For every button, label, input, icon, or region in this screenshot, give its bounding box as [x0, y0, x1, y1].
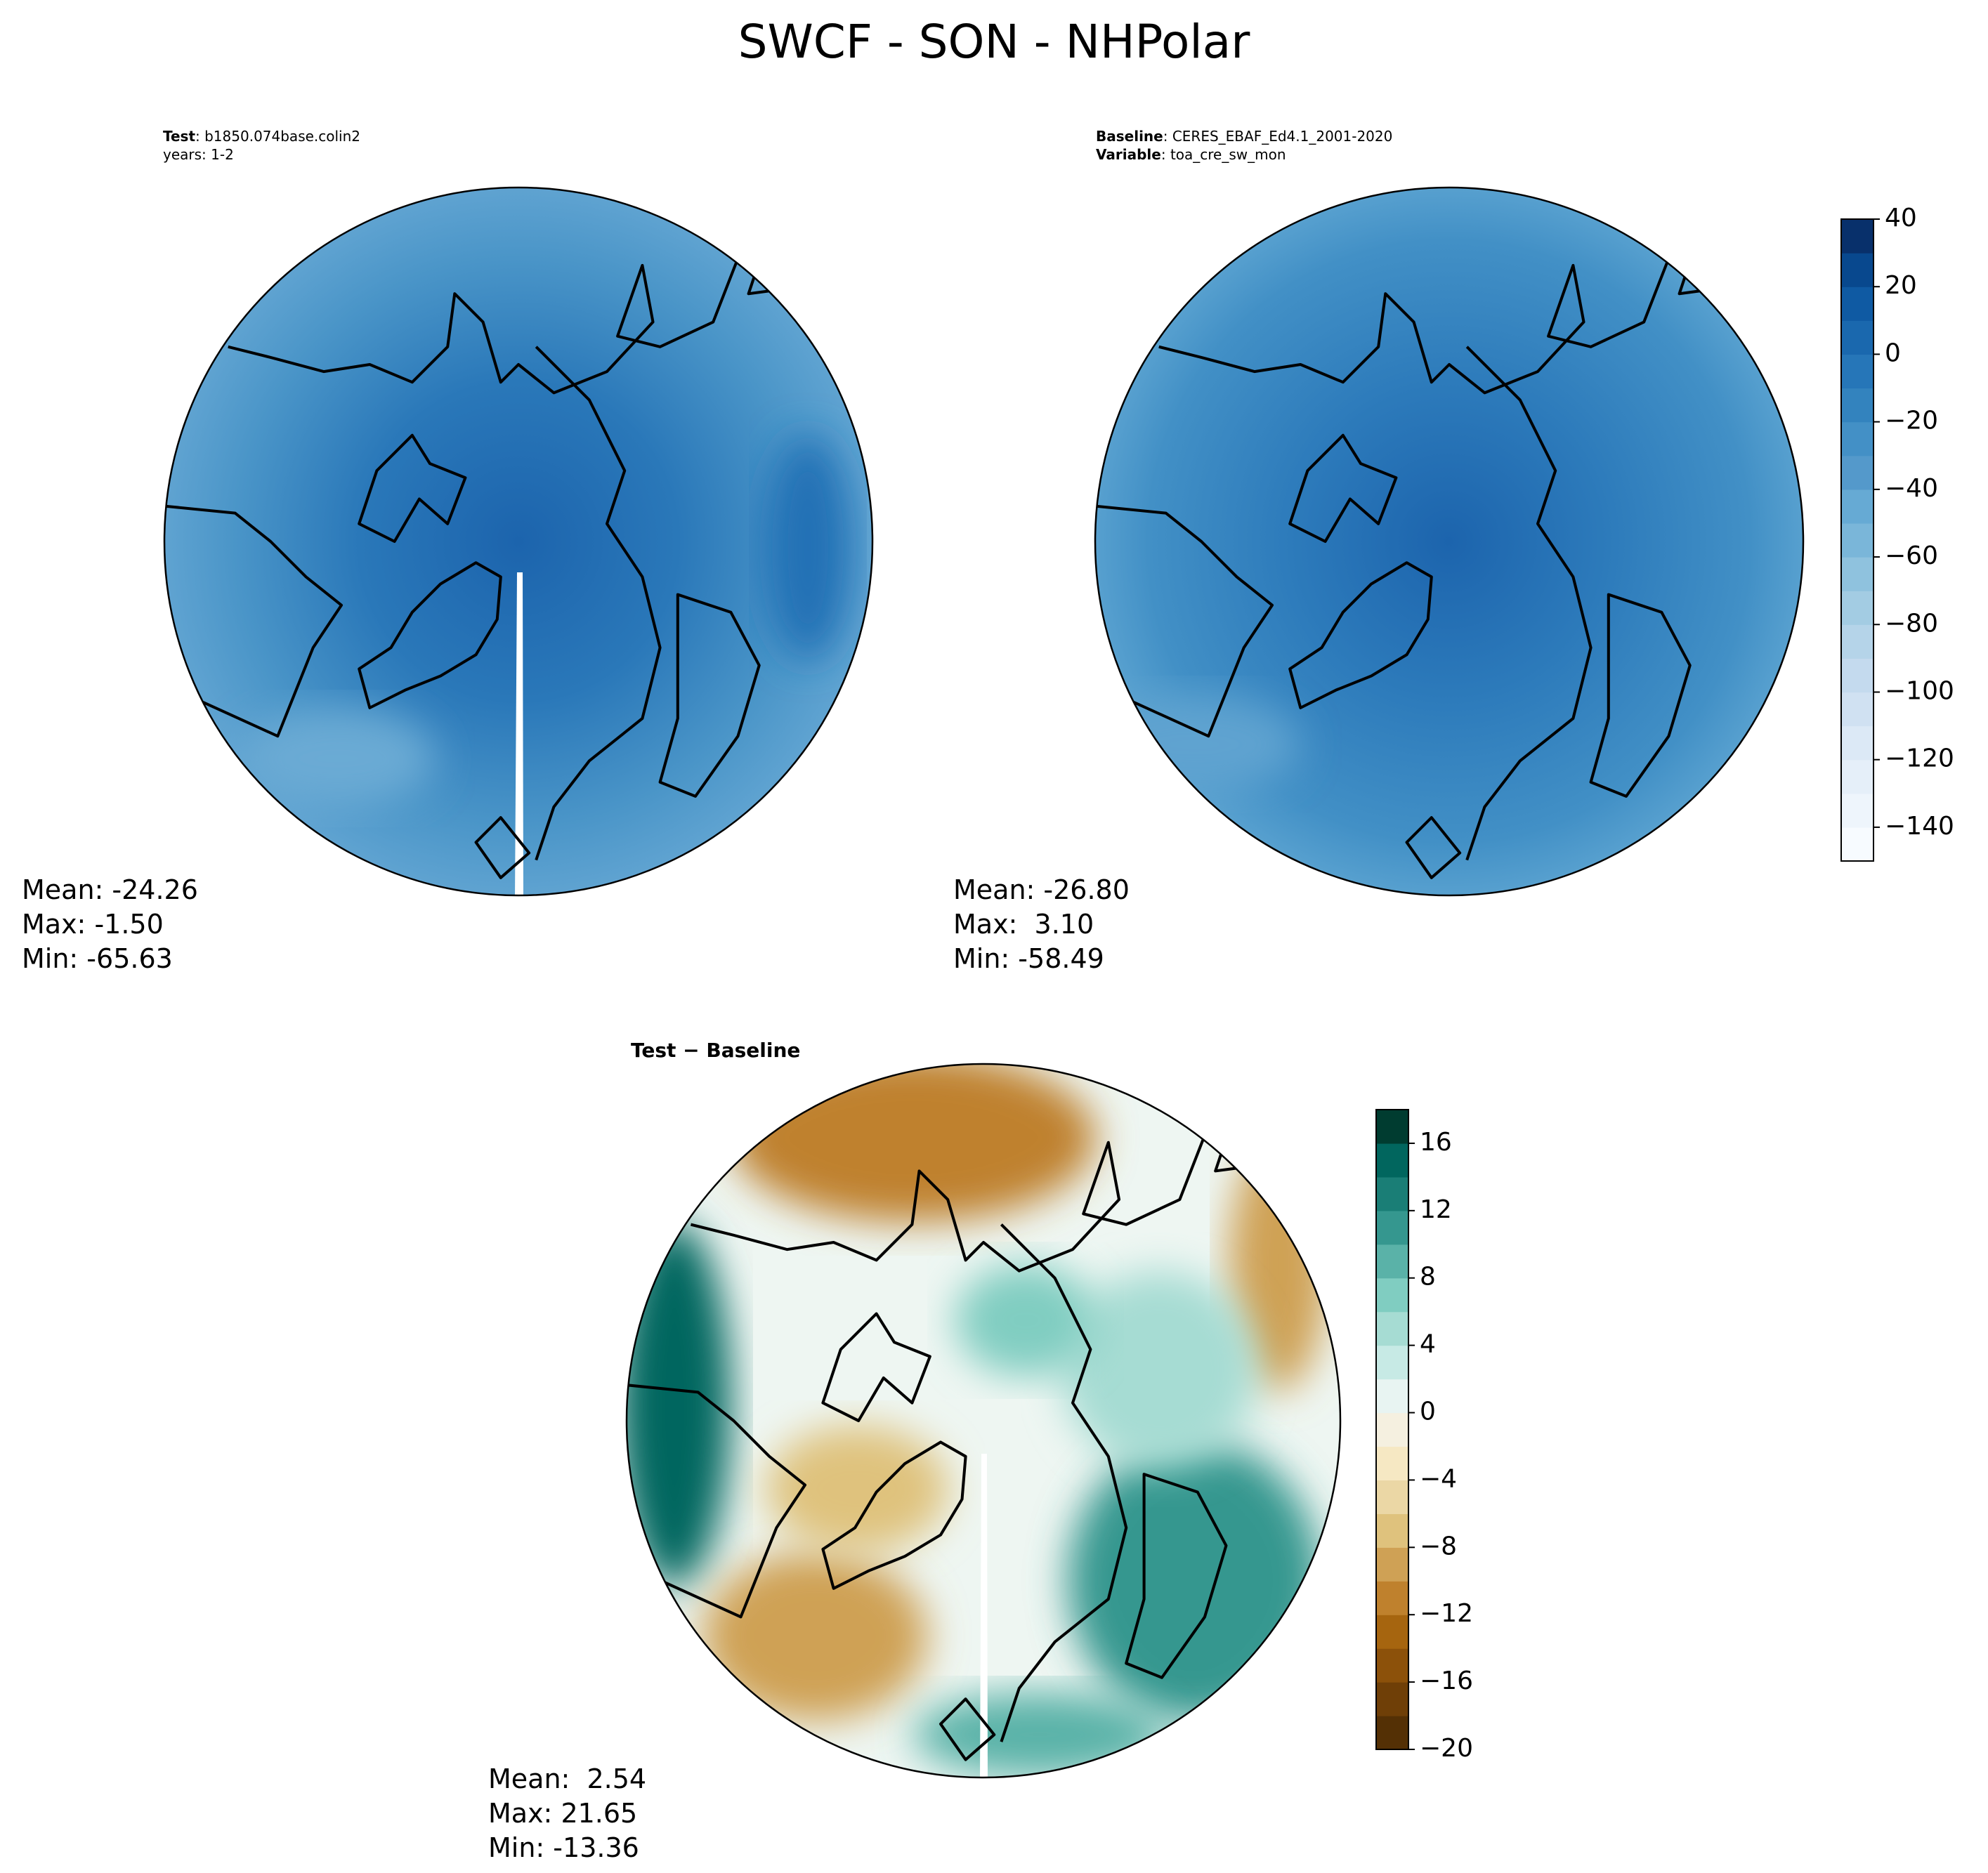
colorbar-segment	[1841, 793, 1873, 828]
panel-label: Variable: toa_cre_sw_mon	[1096, 146, 1286, 163]
colorbar-segment	[1841, 759, 1873, 794]
colorbar-tick-label: 0	[1420, 1398, 1436, 1426]
panel-title: Test − Baseline	[631, 1039, 800, 1062]
label-value: years: 1-2	[163, 146, 234, 163]
label-key: Baseline	[1096, 128, 1163, 145]
colorbar-segment	[1376, 1513, 1408, 1548]
colorbar-tick-label: −60	[1885, 541, 1938, 570]
colorbar-segment	[1376, 1412, 1408, 1447]
colorbar-tick-label: −4	[1420, 1464, 1457, 1493]
colorbar-segment	[1841, 489, 1873, 524]
colorbar-segment	[1841, 455, 1873, 490]
colorbar-segment	[1841, 692, 1873, 727]
colorbar-segment	[1841, 253, 1873, 287]
colorbar-tick-label: 0	[1885, 339, 1901, 367]
colorbar-tick-label: −8	[1420, 1532, 1457, 1560]
colorbar-segment	[1376, 1480, 1408, 1514]
colorbar-segment	[1841, 421, 1873, 456]
label-value: : toa_cre_sw_mon	[1161, 146, 1286, 163]
map-test	[164, 188, 872, 895]
colorbar-tick-label: −20	[1420, 1734, 1473, 1763]
colorbar-segment	[1841, 725, 1873, 761]
colorbar-segment	[1841, 219, 1873, 254]
colorbar-segment	[1841, 320, 1873, 355]
colorbar-segment	[1376, 1581, 1408, 1615]
stat-line: Min: -58.49	[953, 943, 1104, 974]
colorbar-tick-label: 12	[1420, 1195, 1452, 1224]
colorbar-tick-label: −12	[1420, 1599, 1473, 1628]
colorbar-segment	[1841, 388, 1873, 423]
colorbar-frame	[1840, 218, 1874, 862]
label-key: Test	[163, 128, 195, 145]
map-difference	[627, 1064, 1340, 1777]
colorbar-frame	[1375, 1109, 1409, 1750]
colorbar-tick-label: −16	[1420, 1667, 1473, 1695]
stat-line: Mean: -26.80	[953, 874, 1130, 905]
colorbar-segment	[1376, 1446, 1408, 1481]
colorbar-tick-label: −140	[1885, 812, 1954, 841]
colorbar-segment	[1376, 1110, 1408, 1144]
colorbar-segment	[1376, 1716, 1408, 1750]
label-value: : CERES_EBAF_Ed4.1_2001-2020	[1163, 128, 1393, 145]
stat-line: Max: 21.65	[488, 1798, 637, 1829]
colorbar-tick-label: −40	[1885, 474, 1938, 503]
label-value: : b1850.074base.colin2	[195, 128, 360, 145]
colorbar-segment	[1376, 1615, 1408, 1649]
colorbar-segment	[1376, 1176, 1408, 1211]
colorbar-segment	[1376, 1244, 1408, 1279]
colorbar-tick-label: −20	[1885, 407, 1938, 435]
colorbar-segment	[1376, 1379, 1408, 1414]
colorbar-tick-label: −120	[1885, 744, 1954, 773]
colorbar-segment	[1841, 354, 1873, 389]
colorbar-segment	[1376, 1682, 1408, 1716]
colorbar-segment	[1841, 658, 1873, 693]
stat-line: Min: -65.63	[22, 943, 173, 974]
colorbar-segment	[1841, 624, 1873, 659]
colorbar-segment	[1376, 1277, 1408, 1313]
colorbar-segment	[1376, 1143, 1408, 1178]
colorbar-tick-label: 16	[1420, 1128, 1452, 1157]
colorbar-tick-label: −100	[1885, 676, 1954, 705]
colorbar-tick-label: 4	[1420, 1330, 1436, 1359]
colorbar-tick-label: −80	[1885, 609, 1938, 638]
colorbar-segment	[1376, 1210, 1408, 1245]
colorbar-segment	[1376, 1345, 1408, 1380]
figure-title: SWCF - SON - NHPolar	[738, 15, 1251, 69]
stat-line: Max: 3.10	[953, 909, 1094, 940]
panel-label: years: 1-2	[163, 146, 234, 163]
colorbar-segment	[1841, 287, 1873, 321]
colorbar-tick-label: 40	[1885, 204, 1917, 232]
colorbar-segment	[1841, 827, 1873, 862]
colorbar-tick-label: 8	[1420, 1263, 1436, 1292]
panel-label: Baseline: CERES_EBAF_Ed4.1_2001-2020	[1096, 128, 1392, 145]
colorbar-segment	[1841, 523, 1873, 558]
panel-label: Test: b1850.074base.colin2	[163, 128, 360, 145]
colorbar-segment	[1376, 1311, 1408, 1346]
stat-line: Mean: 2.54	[488, 1763, 646, 1794]
stat-line: Mean: -24.26	[22, 874, 198, 905]
colorbar-segment	[1376, 1547, 1408, 1582]
colorbar-segment	[1841, 591, 1873, 625]
label-key: Variable	[1096, 146, 1161, 163]
stat-line: Min: -13.36	[488, 1832, 639, 1863]
colorbar-segment	[1376, 1648, 1408, 1683]
colorbar-segment	[1841, 557, 1873, 591]
stat-line: Max: -1.50	[22, 909, 164, 940]
colorbar-tick-label: 20	[1885, 271, 1917, 300]
